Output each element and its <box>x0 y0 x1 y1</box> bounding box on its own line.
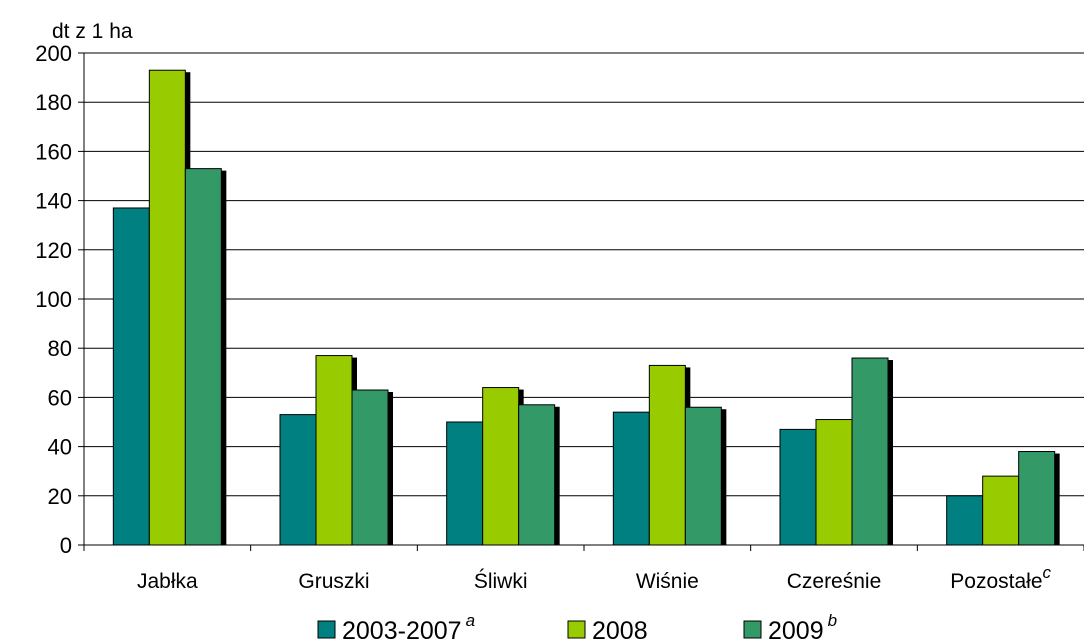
bar <box>648 364 686 546</box>
bar <box>851 357 889 546</box>
x-tick-label: Śliwki <box>474 569 528 593</box>
category-label: Wiśnie <box>636 570 699 593</box>
y-tick-label: 200 <box>35 41 72 66</box>
bar <box>946 495 984 546</box>
legend: 2003-2007 a 2008 2009 b <box>317 611 837 644</box>
y-tick-label: 160 <box>35 139 72 164</box>
legend-entry: 2003-2007 a <box>342 611 475 644</box>
bar <box>112 207 150 546</box>
y-tick-label: 20 <box>48 484 72 509</box>
legend-label: 2009 <box>768 617 824 644</box>
bar <box>1018 451 1056 546</box>
y-axis-ticks: 0 20 40 60 80 100 120 140 160 180 200 <box>35 41 84 558</box>
x-tick-label: Jabłka <box>137 570 198 593</box>
x-tick-label: Czereśnie <box>787 570 882 593</box>
bar <box>482 387 520 546</box>
category-footnote-marker: c <box>1043 563 1052 582</box>
y-tick-label: 140 <box>35 189 72 214</box>
y-axis-unit-label: dt z 1 ha <box>52 20 133 43</box>
bar <box>315 355 353 546</box>
category-label: Czereśnie <box>787 570 882 593</box>
bar <box>815 419 853 546</box>
legend-entry: 2008 <box>592 617 648 644</box>
x-tick-label: Wiśnie <box>636 570 699 593</box>
y-tick-label: 100 <box>35 287 72 312</box>
x-axis-labels: Jabłka Gruszki Śliwki Wiśnie Czereśnie Pozost… <box>137 563 1052 593</box>
bar <box>279 414 317 546</box>
bar <box>684 406 722 546</box>
legend-swatch <box>317 620 336 639</box>
x-tick-label: Pozostałec <box>950 563 1051 593</box>
bar <box>518 404 556 546</box>
category-label: Śliwki <box>474 569 528 593</box>
category-label: Pozostałe <box>950 570 1042 593</box>
legend-swatch <box>743 620 762 639</box>
bar <box>612 411 650 546</box>
legend-label: 2003-2007 <box>342 617 462 644</box>
y-tick-label: 0 <box>60 533 72 558</box>
bar <box>184 168 222 546</box>
y-tick-label: 40 <box>48 435 72 460</box>
bar <box>779 428 817 546</box>
legend-footnote-marker: b <box>828 611 837 630</box>
axes <box>83 53 1084 551</box>
bar <box>351 389 389 546</box>
y-tick-label: 180 <box>35 90 72 115</box>
legend-label: 2008 <box>592 617 648 644</box>
y-tick-label: 80 <box>48 336 72 361</box>
bar <box>982 475 1020 546</box>
y-tick-label: 120 <box>35 238 72 263</box>
bar <box>148 69 186 546</box>
y-tick-label: 60 <box>48 385 72 410</box>
bar <box>446 421 484 546</box>
legend-entry: 2009 b <box>768 611 837 644</box>
legend-swatch <box>567 620 586 639</box>
x-tick-label: Gruszki <box>298 570 369 593</box>
gridlines <box>84 52 1084 497</box>
bars <box>112 69 1060 546</box>
legend-footnote-marker: a <box>466 611 475 630</box>
category-label: Gruszki <box>298 570 369 593</box>
category-label: Jabłka <box>137 570 198 593</box>
